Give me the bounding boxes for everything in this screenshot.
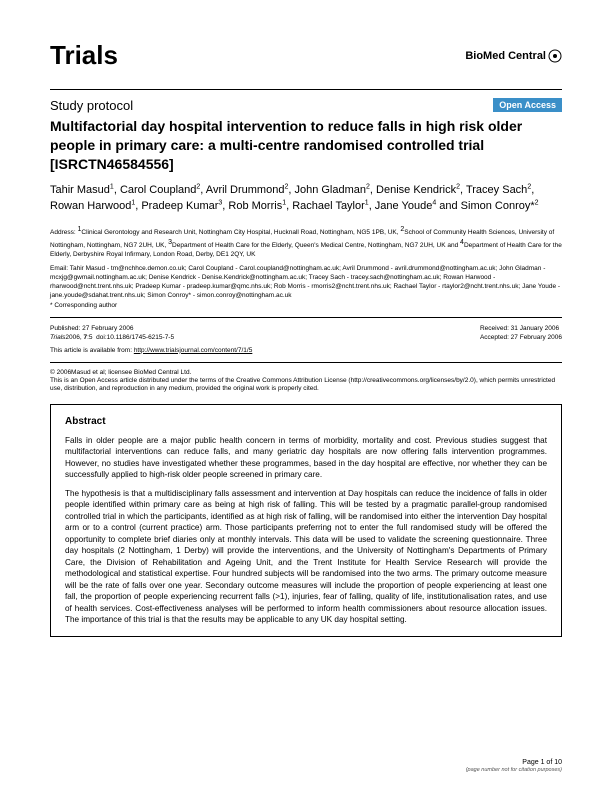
abstract-heading: Abstract	[65, 415, 547, 429]
article-title: Multifactorial day hospital intervention…	[50, 117, 562, 174]
abstract: Abstract Falls in older people are a maj…	[50, 404, 562, 637]
availability: This article is available from: http://w…	[50, 347, 562, 354]
citation: Trials2006, 7:5 doi:10.1186/1745-6215-7-…	[50, 333, 174, 342]
article-type: Study protocol	[50, 98, 133, 113]
author-list: Tahir Masud1, Carol Coupland2, Avril Dru…	[50, 182, 562, 215]
page-number: Page 1 of 10	[466, 758, 562, 767]
meta-row: Study protocol Open Access	[50, 98, 562, 113]
pub-right: Received: 31 January 2006 Accepted: 27 F…	[480, 324, 562, 342]
publication-info: Published: 27 February 2006 Trials2006, …	[50, 324, 562, 342]
accepted-date: Accepted: 27 February 2006	[480, 333, 562, 342]
mid-divider-1	[50, 317, 562, 318]
copyright-line: © 2006Masud et al; licensee BioMed Centr…	[50, 369, 562, 377]
top-divider	[50, 89, 562, 90]
abstract-p2: The hypothesis is that a multidisciplina…	[65, 488, 547, 626]
abstract-p1: Falls in older people are a major public…	[65, 435, 547, 481]
corresponding-note: * Corresponding author	[50, 302, 562, 309]
journal-title: Trials	[50, 40, 118, 71]
published-date: Published: 27 February 2006	[50, 324, 174, 333]
open-access-badge: Open Access	[493, 98, 562, 112]
page-footer: Page 1 of 10 (page number not for citati…	[466, 758, 562, 774]
address-block: Address: 1Clinical Gerontology and Resea…	[50, 225, 562, 260]
pub-left: Published: 27 February 2006 Trials2006, …	[50, 324, 174, 342]
availability-label: This article is available from:	[50, 347, 134, 354]
mid-divider-2	[50, 362, 562, 363]
license: © 2006Masud et al; licensee BioMed Centr…	[50, 369, 562, 394]
biomed-icon	[548, 49, 562, 63]
publisher-logo: BioMed Central	[465, 49, 562, 63]
page-note: (page number not for citation purposes)	[466, 767, 562, 774]
logo-text: BioMed Central	[465, 50, 546, 62]
license-text: This is an Open Access article distribut…	[50, 377, 562, 394]
received-date: Received: 31 January 2006	[480, 324, 562, 333]
email-block: Email: Tahir Masud - tm@nchhce.demon.co.…	[50, 265, 562, 300]
header: Trials BioMed Central	[50, 40, 562, 71]
article-url-link[interactable]: http://www.trialsjournal.com/content/7/1…	[134, 347, 253, 354]
